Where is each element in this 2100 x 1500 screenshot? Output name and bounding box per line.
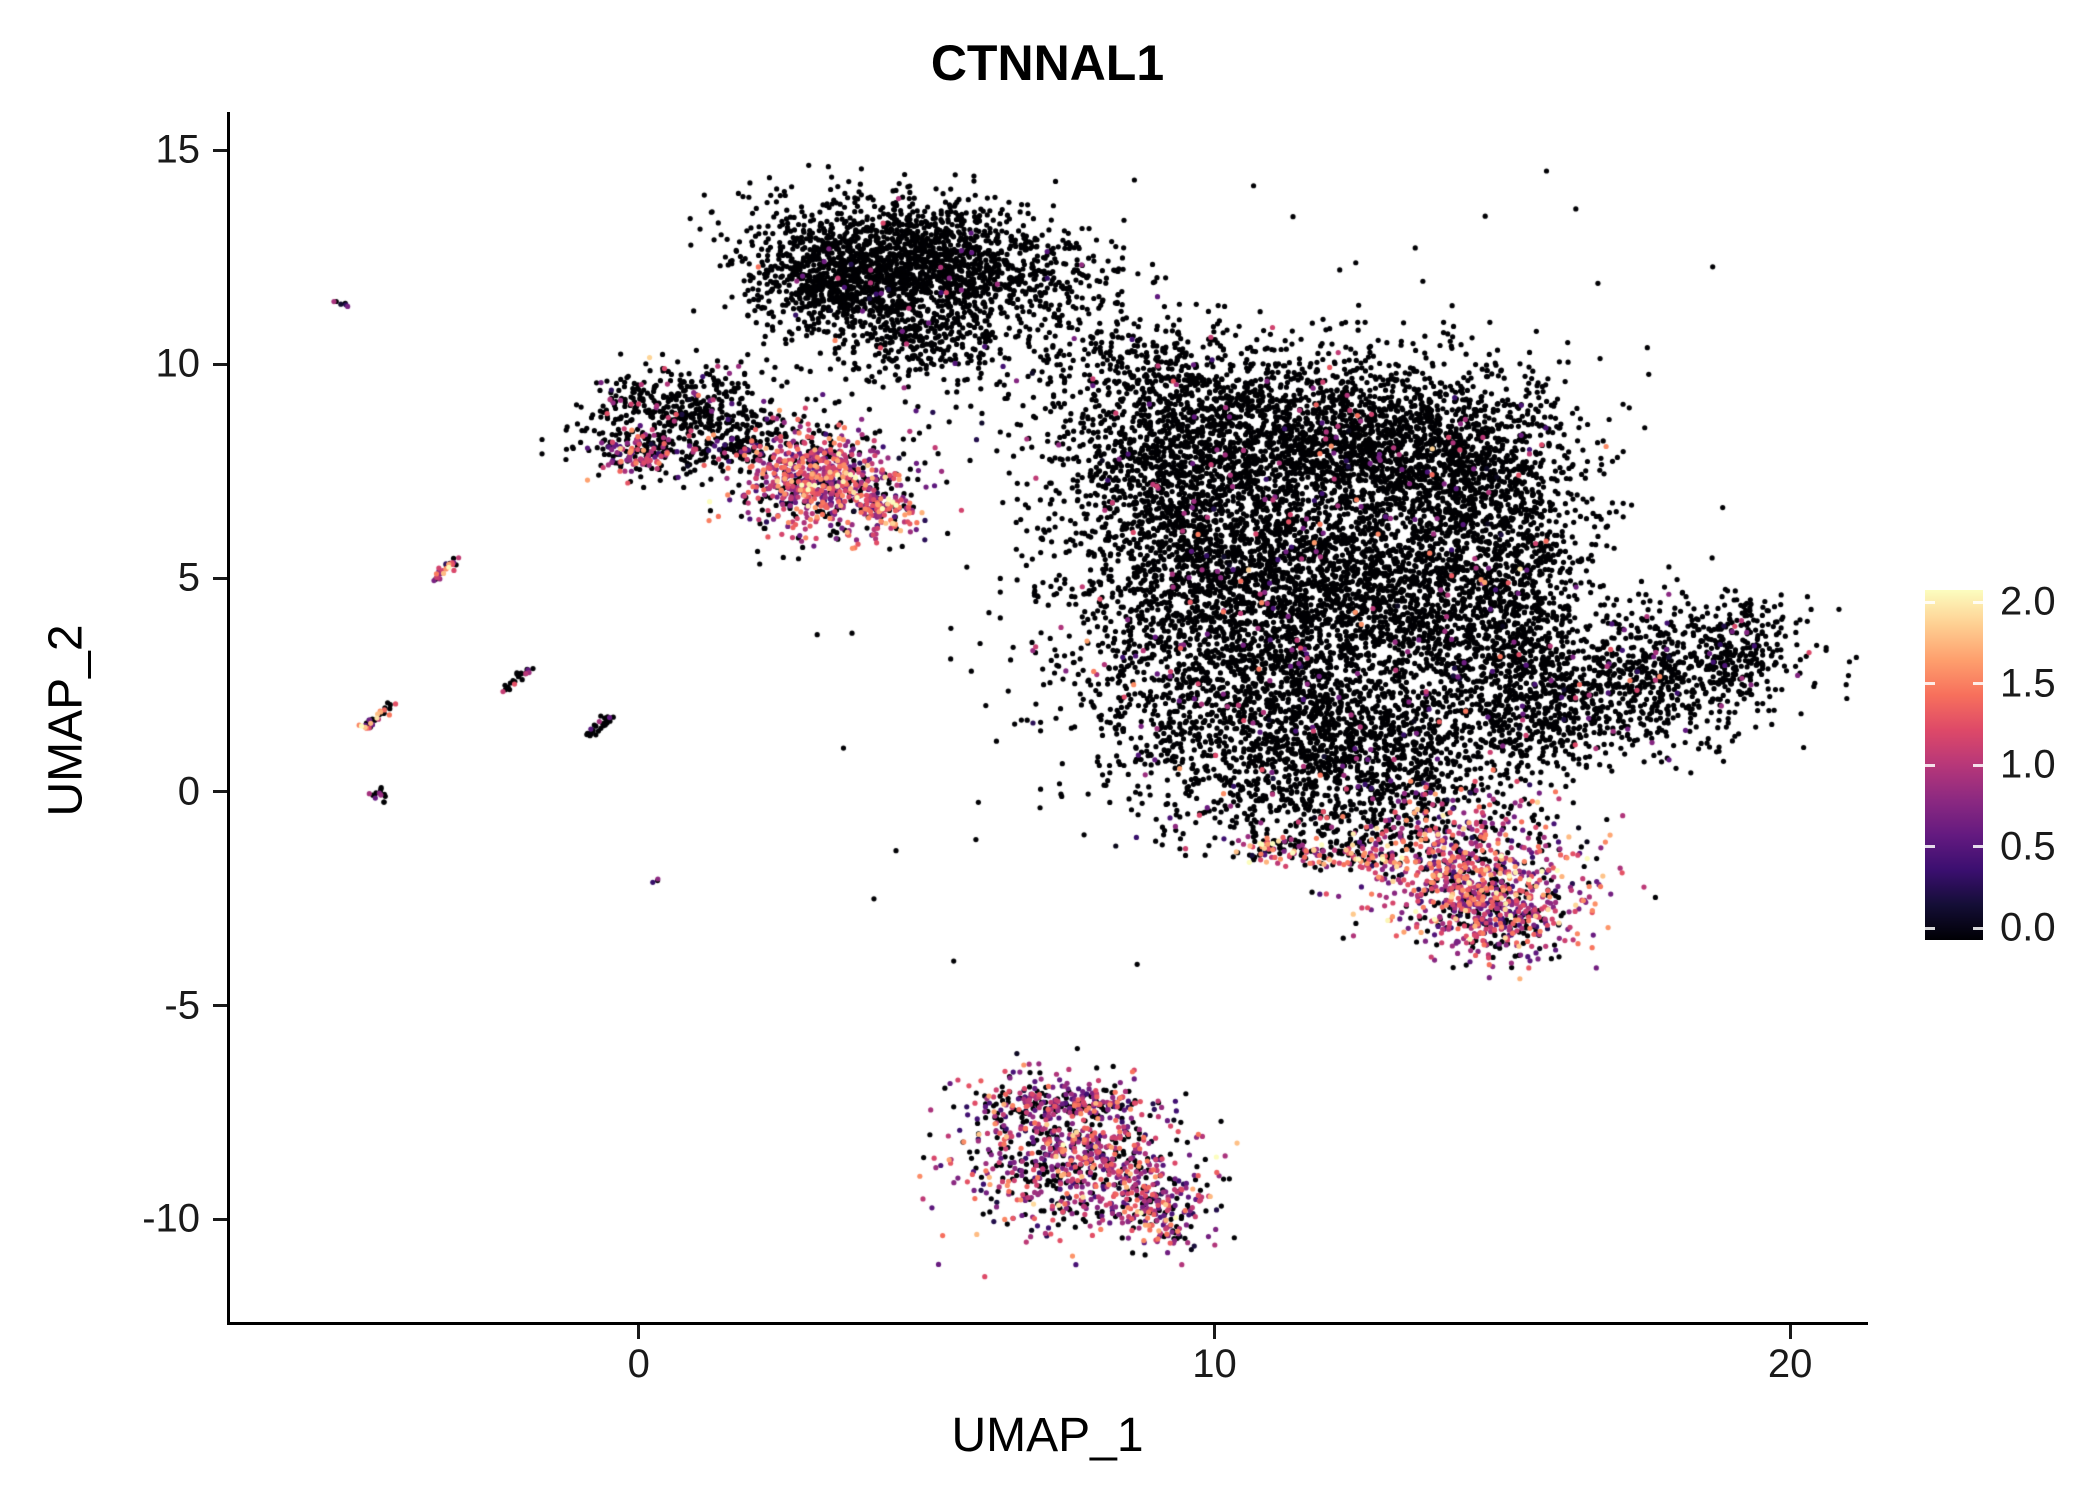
- colorbar-tick-mark: [1973, 600, 1983, 604]
- y-axis-title: UMAP_2: [39, 624, 93, 817]
- y-tick-mark: [213, 790, 227, 794]
- y-tick-label: 15: [155, 127, 201, 172]
- y-tick-mark: [213, 1004, 227, 1008]
- x-axis-title: UMAP_1: [951, 1409, 1144, 1462]
- plot-title: CTNNAL1: [930, 35, 1165, 91]
- colorbar-tick-mark: [1973, 926, 1983, 930]
- colorbar-tick-mark: [1973, 682, 1983, 685]
- colorbar-tick-label: 0.5: [2000, 824, 2056, 868]
- y-tick-label: -5: [164, 983, 200, 1028]
- colorbar-tick-label: 1.5: [2000, 661, 2056, 705]
- y-axis-line: [227, 112, 230, 1325]
- y-tick-mark: [213, 362, 227, 366]
- y-tick-label: 5: [177, 555, 200, 600]
- colorbar-tick-label: 1.0: [2000, 742, 2056, 787]
- x-tick-mark: [637, 1325, 641, 1339]
- y-tick-mark: [213, 1217, 227, 1221]
- colorbar-tick-mark: [1925, 600, 1935, 604]
- colorbar-tick-mark: [1925, 763, 1935, 767]
- colorbar-tick-mark: [1973, 845, 1983, 848]
- y-tick-label: 10: [155, 341, 201, 386]
- colorbar-tick-label: 2.0: [2000, 579, 2056, 624]
- y-tick-label: 0: [177, 769, 200, 814]
- x-tick-label: 20: [1767, 1342, 1813, 1386]
- colorbar-tick-mark: [1925, 682, 1935, 685]
- x-tick-label: 0: [627, 1342, 650, 1386]
- x-tick-label: 10: [1192, 1342, 1237, 1386]
- colorbar-tick-mark: [1973, 763, 1983, 767]
- y-tick-mark: [213, 148, 227, 152]
- colorbar-tick-mark: [1925, 926, 1935, 930]
- y-tick-mark: [213, 576, 227, 580]
- x-tick-mark: [1212, 1325, 1216, 1339]
- y-tick-label: -10: [142, 1196, 200, 1241]
- colorbar-tick-label: 0.0: [2000, 905, 2056, 950]
- x-tick-mark: [1788, 1325, 1792, 1339]
- x-axis-line: [227, 1322, 1868, 1325]
- colorbar-tick-mark: [1925, 845, 1935, 848]
